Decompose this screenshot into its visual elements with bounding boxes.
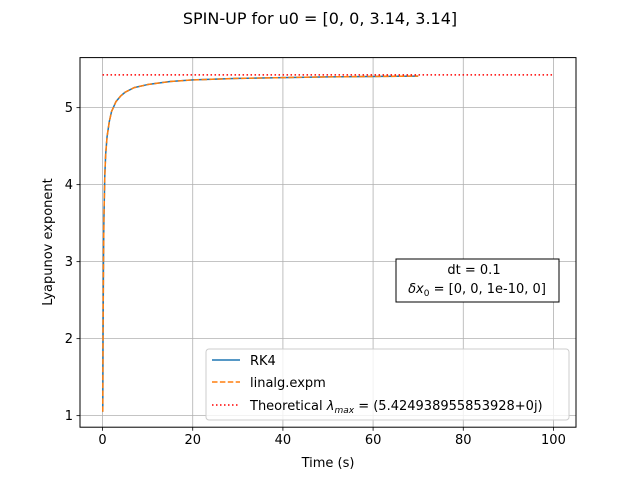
y-tick-label: 1: [65, 409, 73, 424]
chart-title: SPIN-UP for u0 = [0, 0, 3.14, 3.14]: [183, 9, 457, 28]
legend: RK4 linalg.expm Theoretical λmax = (5.42…: [205, 348, 570, 421]
y-tick-label: 2: [65, 332, 73, 347]
y-tick-label: 4: [65, 178, 73, 193]
x-tick-label: 40: [275, 433, 292, 448]
x-tick-label: 20: [184, 433, 201, 448]
y-tick-label: 5: [65, 101, 73, 116]
legend-theoretical-prefix: Theoretical: [249, 399, 327, 414]
grid: [80, 57, 576, 428]
legend-label-theoretical: Theoretical λmax = (5.424938955853928+0j…: [249, 399, 543, 416]
y-axis-label: Lyapunov exponent: [41, 178, 56, 305]
annotation-line-1: dt = 0.1: [447, 263, 500, 278]
annotation-rest: = [0, 0, 1e-10, 0]: [429, 282, 545, 297]
x-tick-label: 100: [541, 433, 566, 448]
legend-theoretical-symbol: λ: [326, 399, 335, 414]
legend-frame: [205, 348, 570, 421]
legend-theoretical-subscript: max: [334, 406, 354, 416]
plot-series: [102, 74, 554, 412]
annotation-frame: [395, 258, 560, 303]
x-axis: 0 20 40 60 80 100: [98, 427, 566, 448]
series-line-expm: [102, 75, 419, 412]
x-tick-label: 60: [365, 433, 382, 448]
annotation-subscript: 0: [424, 289, 430, 299]
x-tick-label: 80: [455, 433, 472, 448]
y-tick-label: 3: [65, 255, 73, 270]
legend-theoretical-suffix: = (5.424938955853928+0j): [354, 399, 543, 414]
legend-label-expm: linalg.expm: [250, 376, 326, 391]
annotation-symbol: δx: [408, 282, 424, 297]
x-tick-label: 0: [98, 433, 106, 448]
plot-area: [79, 57, 577, 428]
annotation-line-2: δx0 = [0, 0, 1e-10, 0]: [408, 282, 546, 299]
annotation-box: dt = 0.1 δx0 = [0, 0, 1e-10, 0]: [395, 258, 560, 303]
y-axis: 1 2 3 4 5: [65, 101, 80, 424]
x-axis-label: Time (s): [301, 456, 355, 471]
legend-label-rk4: RK4: [250, 354, 276, 369]
